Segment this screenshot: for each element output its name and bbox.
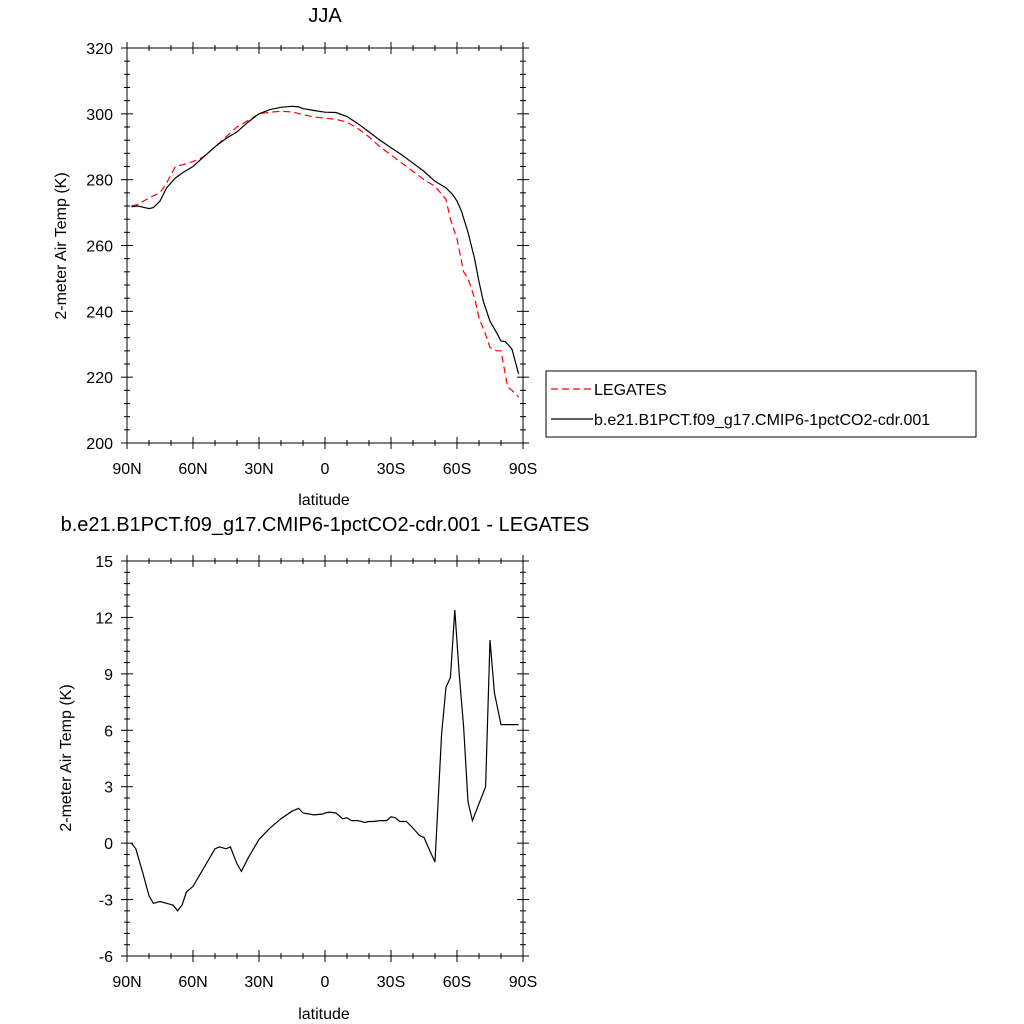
x-tick-label: 0 — [321, 974, 330, 991]
legend-label-model: b.e21.B1PCT.f09_g17.CMIP6-1pctCO2-cdr.00… — [594, 412, 930, 429]
y-tick-label: 15 — [95, 554, 113, 571]
y-tick-label: 240 — [86, 304, 113, 321]
y-tick-label: 12 — [95, 610, 113, 627]
y-tick-label: 9 — [104, 667, 113, 684]
y-tick-label: 220 — [86, 370, 113, 387]
series-line-0-1 — [131, 105, 520, 375]
chart-top-ylabel: 2-meter Air Temp (K) — [53, 172, 70, 319]
x-tick-label: 30S — [377, 974, 405, 991]
x-tick-label: 0 — [321, 461, 330, 478]
x-tick-label: 30N — [244, 974, 273, 991]
x-tick-label: 60N — [178, 461, 207, 478]
x-tick-label: 90S — [509, 461, 537, 478]
x-tick-label: 90S — [509, 974, 537, 991]
x-tick-label: 60S — [443, 461, 471, 478]
chart-top-plot-area: 90N 60N 30N 0 30S 60S 90S 200 220 240 260 280 300 320 — [86, 41, 537, 478]
series-line-1-0 — [130, 609, 519, 912]
series-line-0-0 — [131, 110, 520, 398]
x-tick-label: 90N — [112, 974, 141, 991]
x-tick-label: 30N — [244, 461, 273, 478]
x-tick-label: 90N — [112, 461, 141, 478]
chart-bottom-title: b.e21.B1PCT.f09_g17.CMIP6-1pctCO2-cdr.00… — [61, 514, 590, 536]
y-tick-label: 300 — [86, 107, 113, 124]
x-tick-label: 60N — [178, 974, 207, 991]
y-tick-label: 260 — [86, 239, 113, 256]
legend: LEGATES b.e21.B1PCT.f09_g17.CMIP6-1pctCO… — [545, 370, 977, 438]
chart-bottom: b.e21.B1PCT.f09_g17.CMIP6-1pctCO2-cdr.00… — [58, 514, 589, 1023]
y-tick-label: 0 — [104, 836, 113, 853]
chart-bottom-plot-area: 90N 60N 30N 0 30S 60S 90S -6 -3 0 3 6 9 12 15 — [95, 554, 537, 991]
y-tick-label: 200 — [86, 436, 113, 453]
y-tick-label: 3 — [104, 780, 113, 797]
y-tick-label: 280 — [86, 173, 113, 190]
y-tick-label: -6 — [99, 949, 113, 966]
axes-frame-0 — [126, 47, 524, 444]
chart-bottom-ylabel: 2-meter Air Temp (K) — [58, 684, 75, 831]
legend-box — [545, 370, 977, 438]
y-tick-label: 320 — [86, 41, 113, 58]
axes-frame-1 — [126, 560, 524, 957]
x-tick-label: 60S — [443, 974, 471, 991]
chart-top-xlabel: latitude — [298, 492, 350, 509]
chart-top-title: JJA — [308, 5, 342, 27]
y-tick-label: 6 — [104, 723, 113, 740]
chart-top: JJA latitude 2-meter Air Temp (K) 90N 60N… — [53, 5, 537, 509]
y-tick-label: -3 — [99, 893, 113, 910]
legend-label-legates: LEGATES — [594, 382, 667, 399]
chart-bottom-xlabel: latitude — [298, 1006, 350, 1023]
x-tick-label: 30S — [377, 461, 405, 478]
